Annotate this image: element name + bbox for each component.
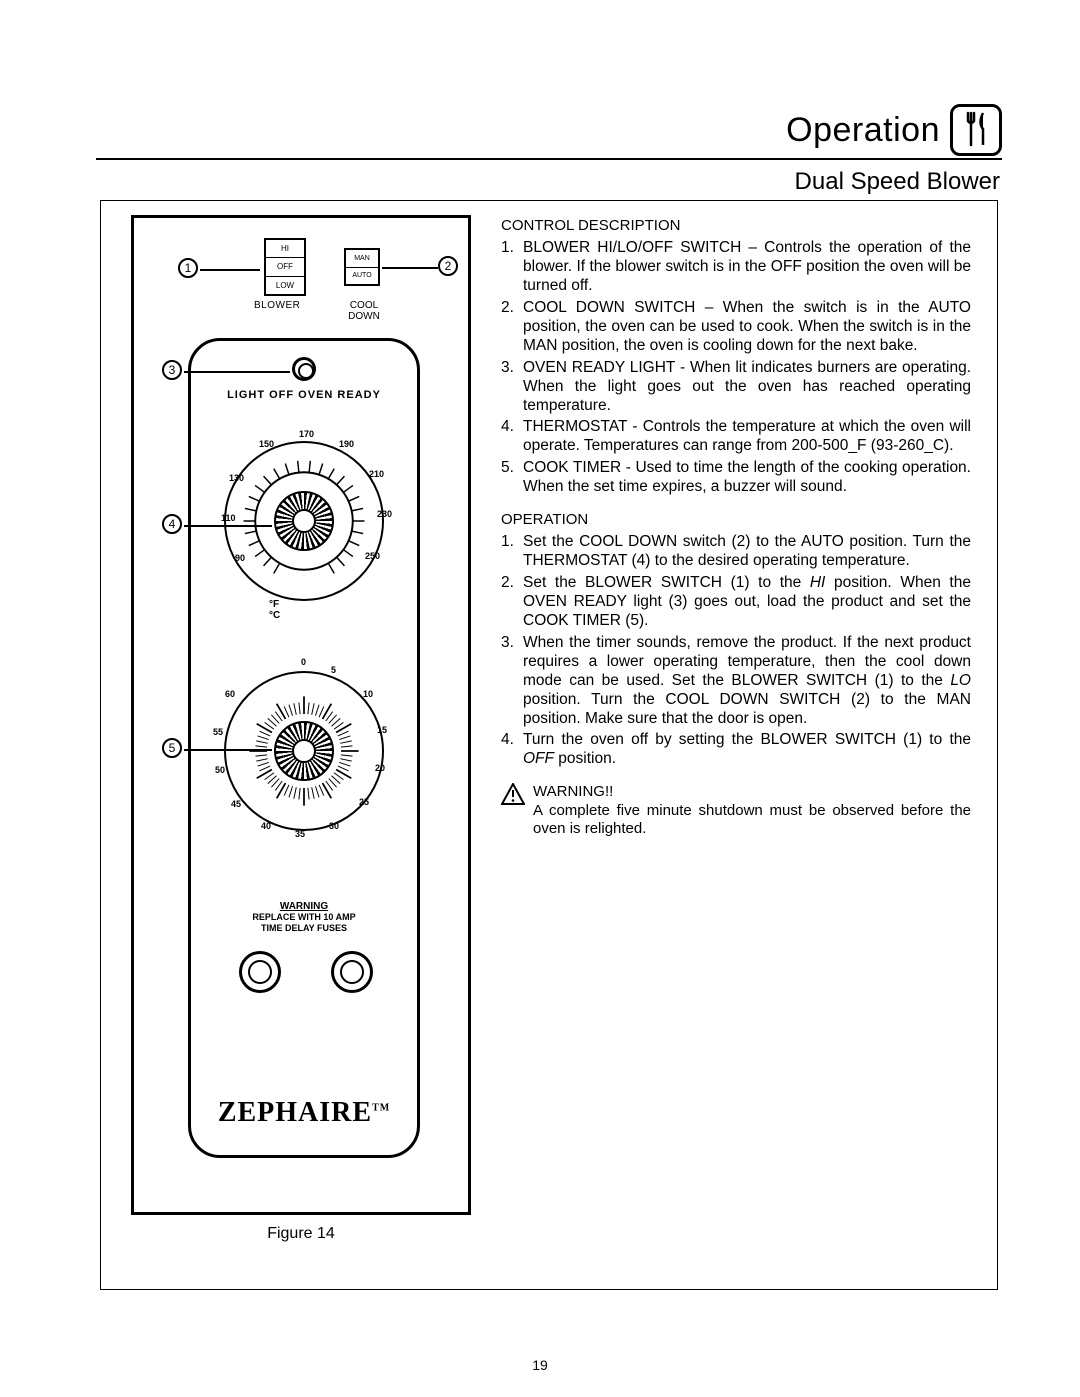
- cool-label-2: DOWN: [348, 311, 380, 322]
- tm-55: 55: [213, 727, 223, 737]
- control-item-5: 5.COOK TIMER - Used to time the length o…: [501, 459, 971, 497]
- subtitle: Dual Speed Blower: [795, 168, 1000, 196]
- header-row: Operation: [96, 108, 1002, 152]
- page-title: Operation: [786, 111, 940, 150]
- control-item-4: 4.THERMOSTAT - Controls the temperature …: [501, 418, 971, 456]
- oven-ready-label: LIGHT OFF OVEN READY: [191, 389, 417, 401]
- tm-50: 50: [215, 765, 225, 775]
- operation-item-3: 3.When the timer sounds, remove the prod…: [501, 634, 971, 729]
- blower-off: OFF: [266, 258, 304, 276]
- operation-item-4: 4.Turn the oven off by setting the BLOWE…: [501, 731, 971, 769]
- control-item-2: 2.COOL DOWN SWITCH – When the switch is …: [501, 299, 971, 356]
- callout-1-line: [200, 269, 260, 271]
- panel-warning-head: WARNING: [191, 901, 417, 912]
- content-frame: HI OFF LOW BLOWER MAN AUTO COOL DOWN LIG…: [100, 200, 998, 1290]
- unit-c: °C: [269, 610, 280, 621]
- thermostat-dial: [224, 441, 384, 601]
- callout-4-line: [184, 525, 272, 527]
- blower-switch: HI OFF LOW: [264, 238, 306, 296]
- warning-text: WARNING!! A complete five minute shutdow…: [533, 783, 971, 838]
- panel-warning: WARNING REPLACE WITH 10 AMP TIME DELAY F…: [191, 901, 417, 934]
- thermostat-units: °F °C: [269, 599, 280, 621]
- callout-2-line: [382, 267, 438, 269]
- control-item-3: 3.OVEN READY LIGHT - When lit indicates …: [501, 359, 971, 416]
- fork-knife-icon: [950, 104, 1002, 156]
- cool-man: MAN: [346, 250, 378, 268]
- callout-2: 2: [438, 256, 458, 276]
- callout-1: 1: [178, 258, 198, 278]
- fuse-knob-left-icon: [239, 951, 281, 993]
- fuse-knob-right-icon: [331, 951, 373, 993]
- thermostat-knob-icon: [274, 491, 334, 551]
- cool-auto: AUTO: [346, 268, 378, 285]
- control-description-list: 1.BLOWER HI/LO/OFF SWITCH – Controls the…: [501, 239, 971, 497]
- t-190: 190: [339, 439, 354, 449]
- warning-head: WARNING!!: [533, 783, 971, 801]
- operation-list: 1.Set the COOL DOWN switch (2) to the AU…: [501, 533, 971, 769]
- operation-head: OPERATION: [501, 511, 971, 529]
- panel-inner: LIGHT OFF OVEN READY 170 190 210: [188, 338, 420, 1158]
- blower-low: LOW: [266, 277, 304, 294]
- oven-ready-light-icon: [292, 357, 316, 381]
- warning-row: WARNING!! A complete five minute shutdow…: [501, 783, 971, 838]
- callout-3-line: [184, 371, 290, 373]
- page: Operation Dual Speed Blower HI OFF LOW B…: [0, 0, 1080, 1397]
- timer-dial: [224, 671, 384, 831]
- cool-label-1: COOL: [350, 300, 378, 311]
- callout-3: 3: [162, 360, 182, 380]
- operation-item-2: 2.Set the BLOWER SWITCH (1) to the HI po…: [501, 574, 971, 631]
- blower-hi: HI: [266, 240, 304, 258]
- control-panel-diagram: HI OFF LOW BLOWER MAN AUTO COOL DOWN LIG…: [131, 215, 471, 1215]
- blower-label: BLOWER: [254, 300, 300, 311]
- page-number: 19: [0, 1357, 1080, 1373]
- cool-label: COOL DOWN: [344, 300, 384, 322]
- t-170: 170: [299, 429, 314, 439]
- timer-knob-icon: [274, 721, 334, 781]
- panel-warning-l1: REPLACE WITH 10 AMP: [191, 912, 417, 923]
- tm-45: 45: [231, 799, 241, 809]
- tm-60: 60: [225, 689, 235, 699]
- text-column: CONTROL DESCRIPTION 1.BLOWER HI/LO/OFF S…: [501, 215, 971, 838]
- header-rule: [96, 158, 1002, 160]
- tm-0: 0: [301, 657, 306, 667]
- panel-warning-l2: TIME DELAY FUSES: [191, 923, 417, 934]
- unit-f: °F: [269, 599, 279, 610]
- figure-label: Figure 14: [131, 1225, 471, 1243]
- control-item-1: 1.BLOWER HI/LO/OFF SWITCH – Controls the…: [501, 239, 971, 296]
- tm-5: 5: [331, 665, 336, 675]
- operation-item-1: 1.Set the COOL DOWN switch (2) to the AU…: [501, 533, 971, 571]
- tm-10: 10: [363, 689, 373, 699]
- brand-text: ZEPHAIRE: [218, 1097, 372, 1128]
- brand-logo: ZEPHAIRETM: [191, 1097, 417, 1129]
- callout-4: 4: [162, 514, 182, 534]
- brand-tm: TM: [372, 1103, 390, 1114]
- cool-down-switch: MAN AUTO: [344, 248, 380, 286]
- callout-5-line: [184, 749, 272, 751]
- warning-triangle-icon: [501, 783, 525, 805]
- control-description-head: CONTROL DESCRIPTION: [501, 217, 971, 235]
- callout-5: 5: [162, 738, 182, 758]
- warning-body: A complete five minute shutdown must be …: [533, 802, 971, 839]
